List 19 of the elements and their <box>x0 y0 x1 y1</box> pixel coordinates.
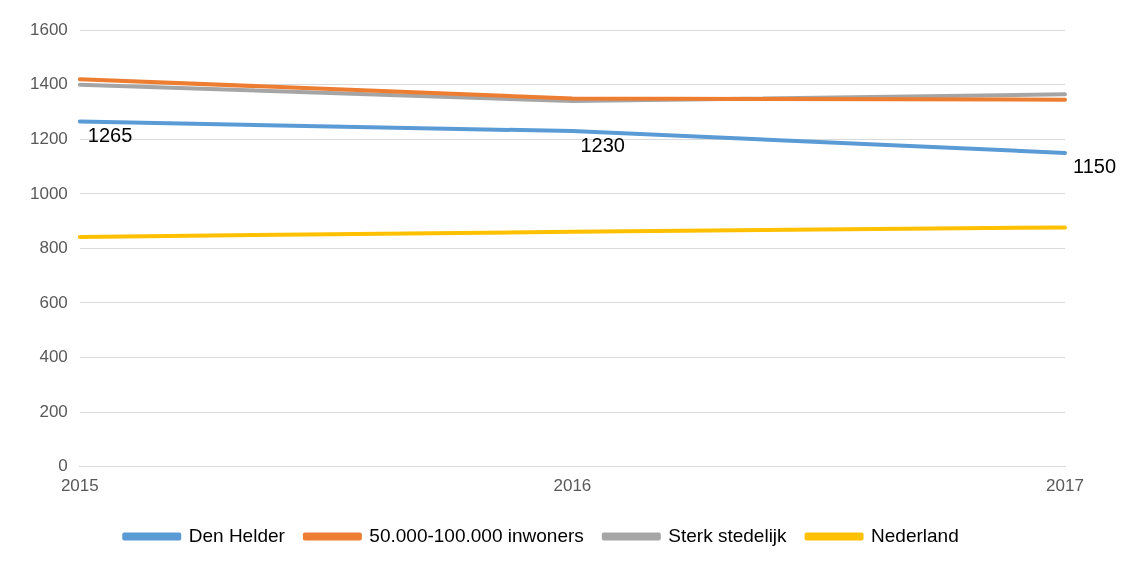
y-tick-label: 1000 <box>29 183 68 203</box>
y-tick-label: 800 <box>39 238 68 258</box>
legend-label: Nederland <box>871 524 959 546</box>
x-tick-label: 2016 <box>553 476 592 496</box>
legend-label: Sterk stedelijk <box>668 524 788 546</box>
x-tick-label: 2015 <box>60 476 99 496</box>
data-label: 1150 <box>1073 155 1117 178</box>
x-tick-label: 2017 <box>1046 476 1084 496</box>
y-tick-label: 0 <box>58 456 68 476</box>
y-tick-label: 600 <box>39 292 68 312</box>
y-tick-label: 400 <box>39 347 68 367</box>
y-tick-label: 1200 <box>29 128 68 148</box>
data-label: 1230 <box>580 133 625 156</box>
y-tick-label: 200 <box>39 401 68 421</box>
legend-label: Den Helder <box>188 524 286 546</box>
data-label: 1265 <box>87 124 133 147</box>
legend-label: 50.000-100.000 inwoners <box>369 524 584 546</box>
y-tick-label: 1400 <box>29 74 68 94</box>
y-tick-label: 1600 <box>29 19 68 39</box>
